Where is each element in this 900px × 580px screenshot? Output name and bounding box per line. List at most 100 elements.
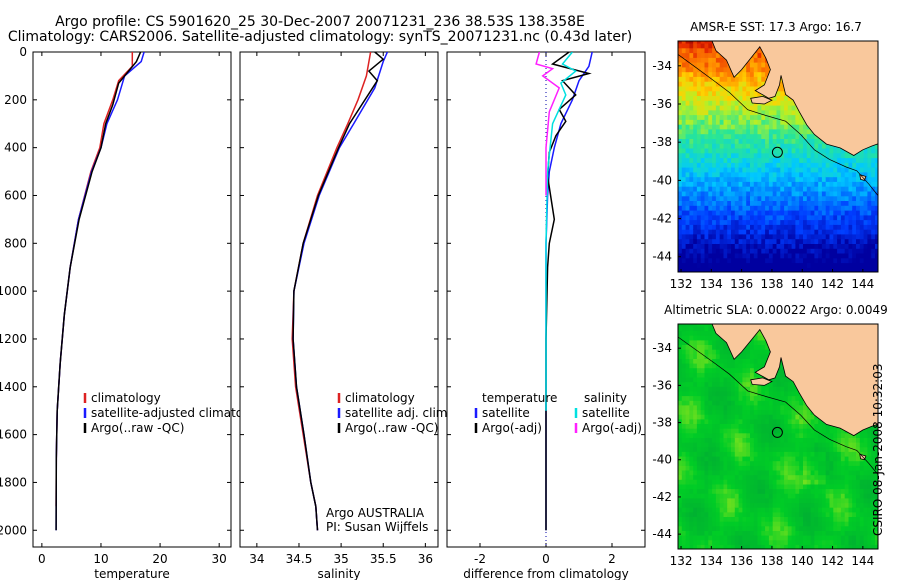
- map-cell: [700, 516, 706, 522]
- map-cell: [814, 437, 819, 443]
- map-cell: [708, 81, 713, 87]
- map-cell: [844, 432, 850, 438]
- map-cell: [829, 167, 834, 173]
- map-cell: [727, 465, 732, 471]
- map-cell: [719, 133, 725, 139]
- map-cell: [689, 243, 694, 249]
- map-cell: [746, 114, 751, 120]
- map-cell: [681, 390, 687, 397]
- map-cell: [719, 176, 725, 182]
- map-cell: [696, 400, 702, 406]
- map-cell: [780, 395, 785, 401]
- map-cell: [818, 229, 823, 235]
- map-cell: [799, 465, 804, 471]
- map-cell: [765, 465, 770, 471]
- map-cell: [803, 233, 808, 240]
- map-cell: [693, 90, 698, 96]
- map-cell: [723, 497, 728, 504]
- map-cell: [742, 497, 747, 504]
- map-cell: [787, 409, 793, 415]
- map-cell: [780, 181, 785, 187]
- map-cell: [700, 57, 706, 63]
- map-cell: [848, 162, 853, 168]
- map-cell: [803, 474, 808, 480]
- map-cell: [856, 257, 861, 264]
- map-cell: [700, 442, 706, 448]
- map-cell: [746, 152, 751, 159]
- map-cell: [761, 516, 766, 522]
- map-cell: [731, 128, 736, 135]
- map-cell: [818, 460, 823, 466]
- map-cell: [803, 186, 808, 192]
- map-cell: [678, 267, 683, 272]
- y-tick-label: -40: [652, 173, 672, 187]
- map-cell: [791, 162, 796, 168]
- map-cell: [825, 432, 831, 438]
- map-cell: [708, 176, 713, 182]
- map-cell: [840, 210, 846, 216]
- map-cell: [708, 100, 713, 106]
- map-cell: [712, 147, 717, 154]
- map-cell: [780, 363, 785, 369]
- map-cell: [742, 100, 747, 106]
- map-cell: [696, 470, 702, 476]
- map-cell: [829, 229, 834, 235]
- map-cell: [746, 344, 751, 350]
- map-cell: [715, 76, 721, 82]
- map-cell: [731, 176, 736, 182]
- map-cell: [787, 114, 793, 120]
- map-cell: [765, 479, 770, 485]
- map-cell: [825, 176, 831, 182]
- map-cell: [776, 488, 781, 494]
- map-cell: [806, 483, 812, 490]
- map-cell: [768, 511, 774, 517]
- map-cell: [772, 483, 778, 490]
- map-cell: [746, 502, 751, 508]
- map-cell: [742, 186, 747, 192]
- map-cell: [772, 428, 778, 434]
- map-cell: [799, 507, 804, 513]
- map-cell: [742, 205, 747, 211]
- map-cell: [700, 210, 706, 216]
- map-cell: [814, 162, 819, 168]
- map-cell: [685, 465, 690, 471]
- map-cell: [704, 152, 709, 159]
- map-cell: [765, 152, 770, 159]
- map-cell: [700, 138, 706, 144]
- map-cell: [757, 181, 762, 187]
- map-cell: [700, 181, 706, 187]
- map-cell: [821, 446, 827, 452]
- map-cell: [837, 267, 842, 272]
- map-cell: [787, 456, 793, 462]
- map-cell: [844, 502, 850, 508]
- map-cell: [803, 483, 808, 490]
- map-cell: [787, 488, 793, 494]
- map-cell: [727, 95, 732, 101]
- map-cell: [780, 95, 785, 101]
- map-cell: [757, 418, 762, 424]
- map-cell: [689, 267, 694, 272]
- map-cell: [742, 138, 747, 144]
- map-cell: [685, 52, 690, 58]
- map-cell: [746, 404, 751, 411]
- map-cell: [825, 474, 831, 480]
- map-cell: [731, 186, 736, 192]
- map-cell: [859, 267, 865, 272]
- map-cell: [704, 395, 709, 401]
- map-cell: [768, 143, 774, 149]
- map-cell: [681, 363, 687, 369]
- map-cell: [806, 409, 812, 415]
- map-cell: [875, 181, 878, 187]
- map-cell: [787, 446, 793, 452]
- map-cell: [700, 502, 706, 508]
- map-cell: [859, 214, 865, 221]
- map-cell: [689, 395, 694, 401]
- map-cell: [723, 124, 728, 130]
- map-cell: [810, 507, 815, 513]
- map-cell: [780, 432, 785, 438]
- map-cell: [750, 465, 755, 471]
- map-cell: [780, 516, 785, 522]
- map-cell: [734, 143, 740, 149]
- map-cell: [742, 257, 747, 264]
- map-cell: [829, 176, 834, 182]
